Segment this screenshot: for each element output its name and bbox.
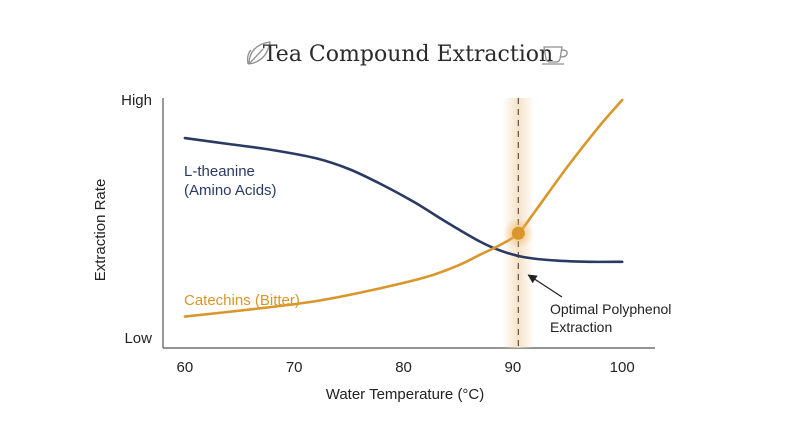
series-label-l-theanine: L-theanine (Amino Acids) [184,163,277,199]
y-axis-title: Extraction Rate [92,179,109,282]
y-tick-label: Low [124,330,152,347]
x-tick-label: 70 [286,359,303,376]
leaf-icon [246,41,271,65]
chart-title-group: Tea Compound Extraction [246,41,568,67]
teacup-icon [542,46,568,65]
annotation-text: Optimal Polyphenol Extraction [550,301,671,335]
x-tick-label: 60 [177,359,194,376]
series-lines [183,98,624,318]
x-axis-title: Water Temperature (°C) [326,386,485,403]
axes [162,98,655,349]
series-line-l-theanine [183,136,624,264]
tick-labels: 60 70 80 90 100 High Low [121,92,635,376]
y-tick-label: High [121,92,152,109]
x-tick-label: 100 [610,359,635,376]
x-tick-label: 80 [395,359,412,376]
series-label-catechins: Catechins (Bitter) [184,292,300,309]
x-tick-label: 90 [505,359,522,376]
optimal-point [511,226,525,240]
series-labels: L-theanine (Amino Acids) Catechins (Bitter… [184,163,300,309]
annotation-arrow [527,274,563,298]
series-line-catechins [183,98,624,318]
annotation: Optimal Polyphenol Extraction [527,274,671,335]
chart-title: Tea Compound Extraction [263,42,553,67]
